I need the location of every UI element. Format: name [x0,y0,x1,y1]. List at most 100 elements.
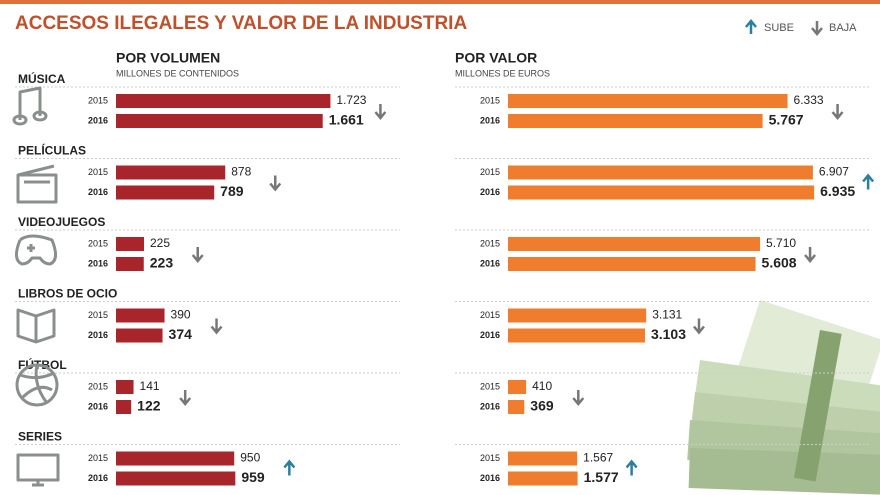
year-label: 2015 [480,310,500,320]
year-label: 2016 [480,258,500,268]
trend-up [625,459,638,476]
category-icon [16,308,56,344]
value-label: 6.935 [820,183,855,199]
year-label: 2016 [480,473,500,483]
trend-down [210,318,223,335]
category-label: SERIES [18,430,62,444]
year-label: 2016 [88,401,108,411]
value-label: 6.333 [794,93,824,107]
year-label: 2016 [88,330,108,340]
year-label: 2015 [88,310,108,320]
category-label: LIBROS DE OCIO [18,287,117,301]
bar [116,380,134,394]
trend-down [374,104,387,120]
trend-up [283,459,296,476]
bar [116,165,226,180]
value-label: 959 [241,469,265,485]
bar [116,471,236,486]
value-label: 390 [171,308,191,322]
value-label: 223 [150,255,174,271]
bar [116,237,144,251]
value-label: 1.661 [329,112,364,128]
legend-down-icon [811,21,823,36]
year-label: 2016 [88,258,108,268]
bar [508,257,756,271]
page-title: ACCESOS ILEGALES Y VALOR DE LA INDUSTRIA [15,13,467,34]
bar [508,380,527,394]
bar [508,165,813,180]
year-label: 2015 [480,95,500,105]
category-icon [16,164,58,204]
value-label: 5.710 [766,236,796,250]
year-label: 2015 [88,238,108,248]
trend-down [191,247,204,263]
bar [116,94,331,108]
bar [508,328,645,343]
legend-down: BAJA [829,22,857,34]
bar [508,451,578,466]
value-label: 5.608 [762,255,797,271]
value-label: 1.567 [583,451,613,465]
legend-up: SUBE [764,22,794,34]
year-label: 2016 [480,330,500,340]
value-label: 3.131 [652,308,682,322]
category-icon [15,234,57,266]
category-label: MÚSICA [18,71,66,86]
bar [508,94,788,108]
year-label: 2015 [480,167,500,177]
value-label: 789 [220,183,244,199]
year-label: 2015 [88,167,108,177]
trend-down [693,318,705,335]
value-label: 878 [231,165,251,179]
value-label: 122 [137,398,161,414]
bar [508,471,578,486]
value-label: 410 [532,379,552,393]
trend-up [862,173,875,190]
year-label: 2016 [88,187,108,197]
year-label: 2016 [480,115,500,125]
value-label: 225 [150,236,170,250]
bar [508,114,763,128]
panel-subtitle: MILLONES DE EUROS [455,68,550,78]
category-icon [16,453,60,487]
bar [116,257,144,271]
value-label: 374 [169,326,193,342]
panel-title: POR VOLUMEN [116,50,220,66]
bar [508,237,761,251]
year-label: 2016 [480,401,500,411]
bar [116,400,132,414]
year-label: 2016 [88,115,108,125]
bar [508,185,815,200]
category-icon [12,86,48,126]
top-border [0,0,880,4]
bar [508,308,647,323]
year-label: 2015 [480,238,500,248]
bar [116,328,163,343]
panel-title: POR VALOR [455,50,537,66]
value-label: 6.907 [819,165,849,179]
year-label: 2015 [480,453,500,463]
year-label: 2015 [88,381,108,391]
year-label: 2015 [88,453,108,463]
value-label: 950 [240,451,260,465]
year-label: 2016 [88,473,108,483]
bar [116,451,235,466]
bar [116,185,215,200]
value-label: 369 [530,398,554,414]
trend-down [179,390,192,406]
value-label: 1.577 [584,469,619,485]
money-decoration [687,299,880,495]
year-label: 2015 [88,95,108,105]
value-label: 1.723 [336,93,366,107]
bar [508,400,525,414]
trend-down [269,175,282,192]
trend-down [831,104,844,120]
trend-down [804,247,817,263]
bar [116,308,165,323]
value-label: 3.103 [651,326,686,342]
legend-up-icon [745,19,757,34]
value-label: 5.767 [769,112,804,128]
category-icon [15,363,59,407]
year-label: 2016 [480,187,500,197]
